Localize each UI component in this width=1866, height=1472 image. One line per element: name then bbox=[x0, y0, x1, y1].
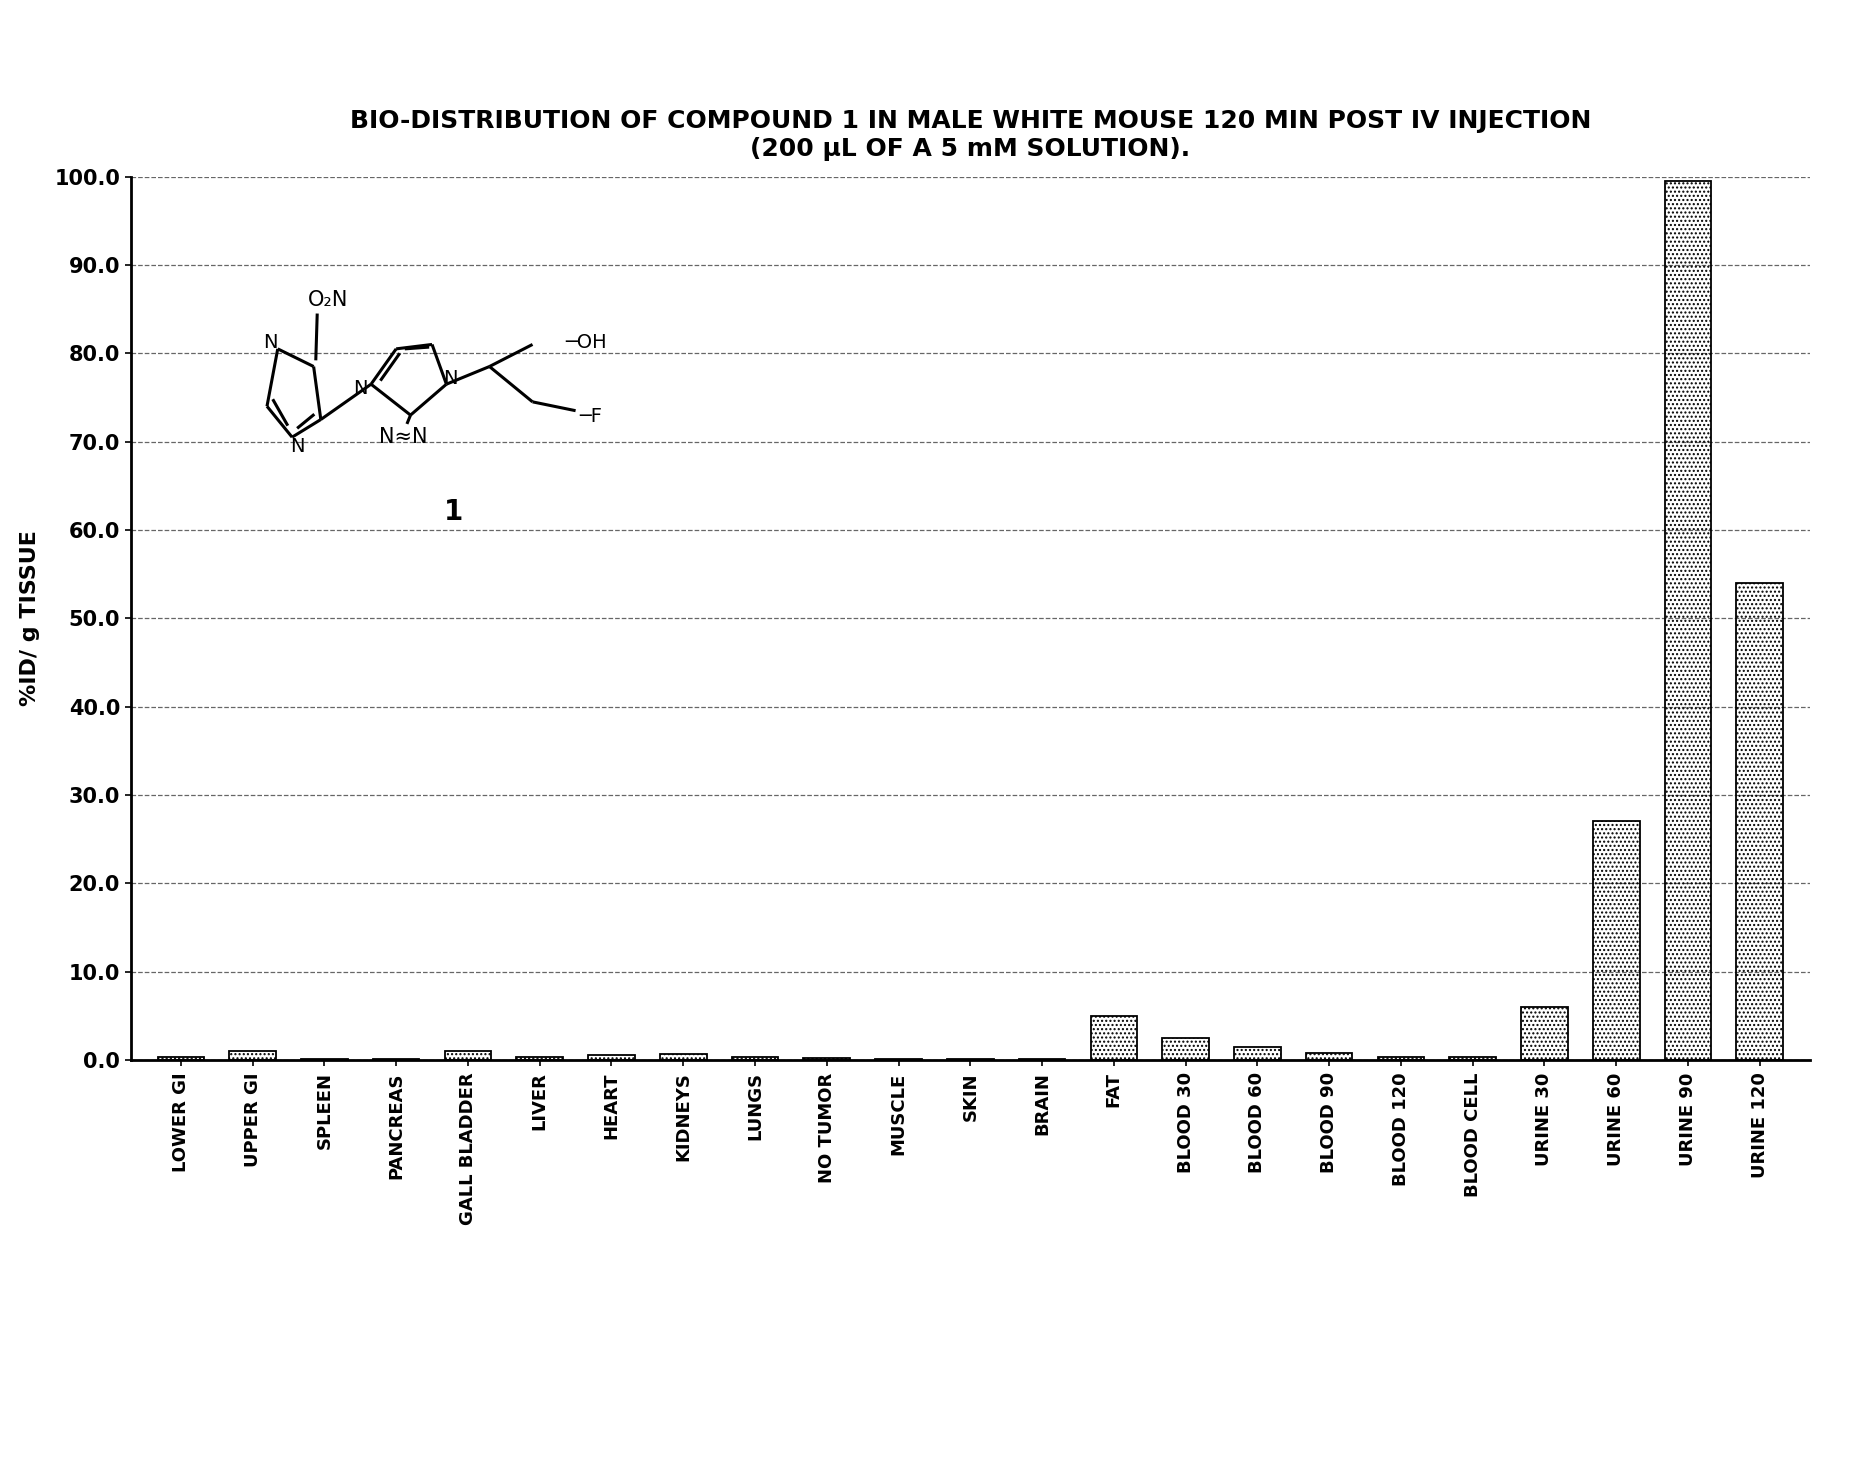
Text: ─OH: ─OH bbox=[565, 333, 606, 352]
Bar bbox=[1594, 821, 1640, 1060]
Bar bbox=[1163, 1038, 1209, 1060]
Bar bbox=[230, 1051, 276, 1060]
Text: N: N bbox=[442, 368, 457, 387]
Bar bbox=[157, 1057, 203, 1060]
Bar bbox=[1450, 1057, 1497, 1060]
Bar bbox=[1090, 1016, 1136, 1060]
Bar bbox=[588, 1055, 634, 1060]
Bar bbox=[444, 1051, 491, 1060]
Text: ─F: ─F bbox=[578, 408, 603, 427]
Bar bbox=[1521, 1007, 1567, 1060]
Bar bbox=[1233, 1047, 1280, 1060]
Text: O₂N: O₂N bbox=[308, 290, 349, 311]
Text: N: N bbox=[353, 380, 368, 397]
Title: BIO-DISTRIBUTION OF COMPOUND 1 IN MALE WHITE MOUSE 120 MIN POST IV INJECTION
(20: BIO-DISTRIBUTION OF COMPOUND 1 IN MALE W… bbox=[349, 109, 1592, 160]
Bar bbox=[1306, 1052, 1353, 1060]
Text: N: N bbox=[289, 437, 304, 455]
Bar bbox=[804, 1058, 851, 1060]
Bar bbox=[1664, 181, 1711, 1060]
Bar bbox=[661, 1054, 707, 1060]
Text: N≈N: N≈N bbox=[379, 427, 427, 447]
Y-axis label: %ID/ g TISSUE: %ID/ g TISSUE bbox=[21, 530, 41, 707]
Bar bbox=[1737, 583, 1784, 1060]
Bar bbox=[731, 1057, 778, 1060]
Text: N: N bbox=[263, 333, 278, 352]
Bar bbox=[517, 1057, 564, 1060]
Text: 1: 1 bbox=[444, 498, 463, 527]
Bar bbox=[1377, 1057, 1424, 1060]
